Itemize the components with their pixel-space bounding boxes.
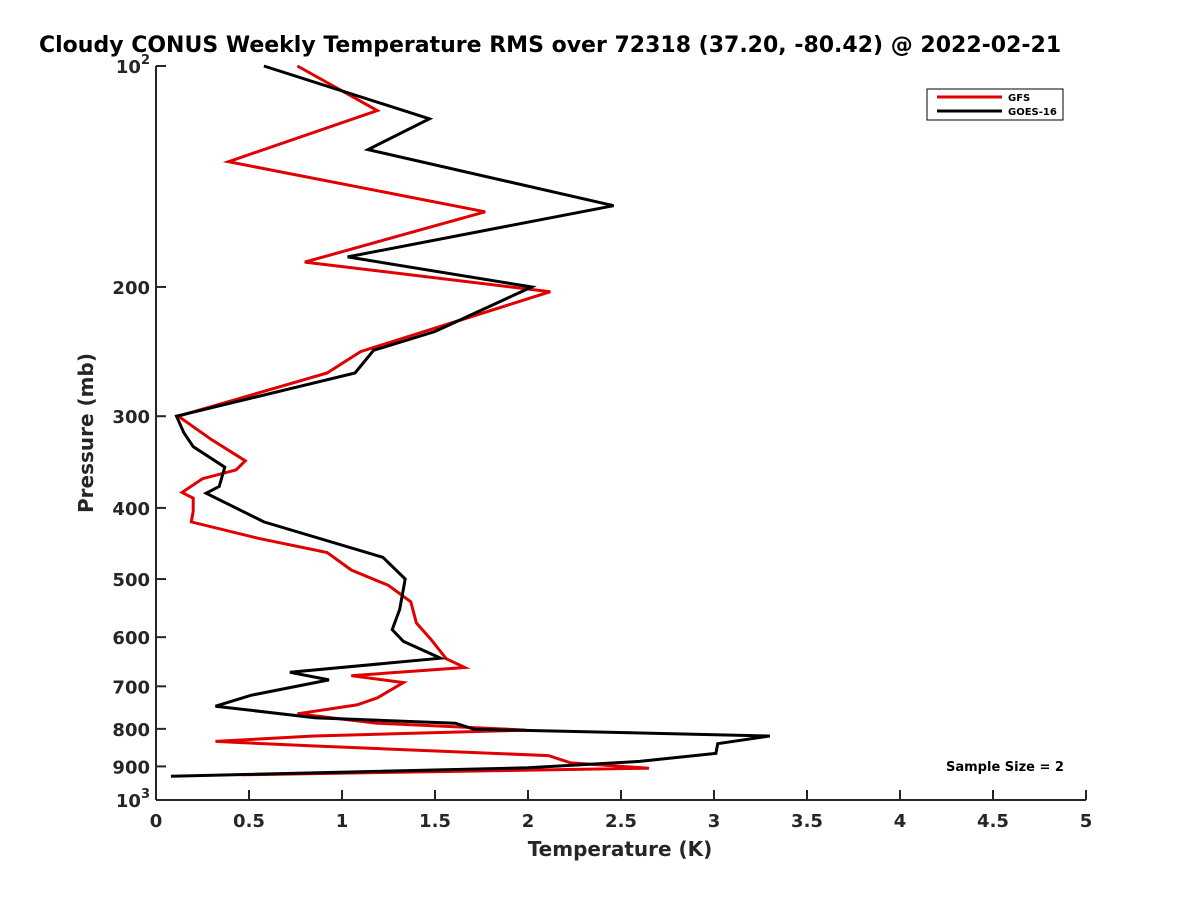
y-tick-label: 103: [116, 787, 150, 812]
y-tick-label: 102: [116, 53, 150, 78]
x-tick-label: 3: [708, 811, 721, 832]
x-tick-label: 4: [894, 811, 907, 832]
axes-layer: 0 0.5 1 1.5 2 2.5 3 3.5 4 4.5 5 102 200 300 400 500 600 7…: [112, 53, 1092, 832]
y-tick-label: 900: [112, 757, 150, 778]
sample-size-annotation: Sample Size = 2: [946, 760, 1064, 775]
y-tick-label: 300: [112, 407, 150, 428]
x-axis-title: Temperature (K): [528, 837, 713, 861]
x-tick-label: 1: [336, 811, 349, 832]
y-axis-title: Pressure (mb): [74, 353, 98, 513]
y-tick-label: 200: [112, 278, 150, 299]
chart-title: Cloudy CONUS Weekly Temperature RMS over…: [39, 33, 1062, 58]
x-tick-label: 5: [1080, 811, 1093, 832]
legend: GFS GOES-16: [926, 88, 1064, 121]
x-tick-label: 0.5: [233, 811, 265, 832]
y-tick-label: 800: [112, 720, 150, 741]
x-tick-label: 1.5: [419, 811, 451, 832]
y-tick-label: 500: [112, 570, 150, 591]
y-tick-label: 600: [112, 628, 150, 649]
series-layer: [170, 64, 771, 778]
series-line-gfs: [174, 64, 650, 777]
x-tick-label: 0: [150, 811, 163, 832]
x-tick-label: 2: [522, 811, 535, 832]
legend-box: [926, 88, 1064, 121]
y-tick-label: 400: [112, 499, 150, 520]
x-tick-label: 2.5: [605, 811, 637, 832]
x-tick-label: 4.5: [977, 811, 1009, 832]
series-line-goes16: [170, 64, 771, 778]
y-tick-label: 700: [112, 677, 150, 698]
x-tick-label: 3.5: [791, 811, 823, 832]
legend-label-gfs: GFS: [1008, 93, 1030, 104]
legend-label-goes16: GOES-16: [1008, 107, 1057, 118]
